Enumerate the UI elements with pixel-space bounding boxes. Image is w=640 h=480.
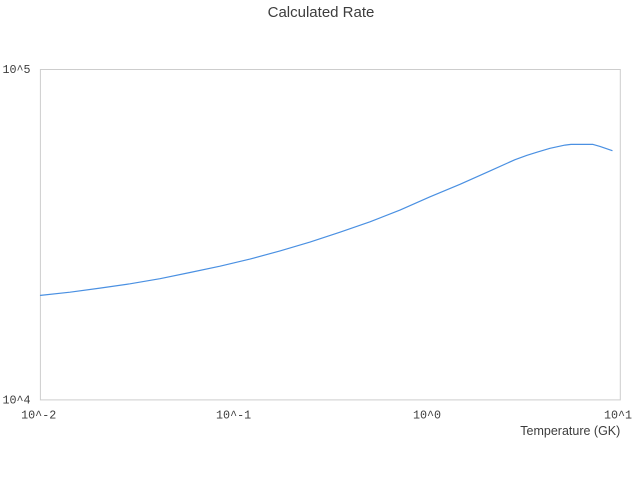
svg-text:10^0: 10^0 <box>413 408 441 422</box>
svg-text:10^1: 10^1 <box>604 408 632 422</box>
svg-text:Calculated Rate: Calculated Rate <box>268 4 375 21</box>
svg-text:10^4: 10^4 <box>2 394 30 408</box>
svg-text:Temperature (GK): Temperature (GK) <box>520 424 620 438</box>
svg-text:10^-2: 10^-2 <box>21 408 56 422</box>
svg-text:10^5: 10^5 <box>2 63 30 77</box>
svg-text:10^-1: 10^-1 <box>216 408 251 422</box>
